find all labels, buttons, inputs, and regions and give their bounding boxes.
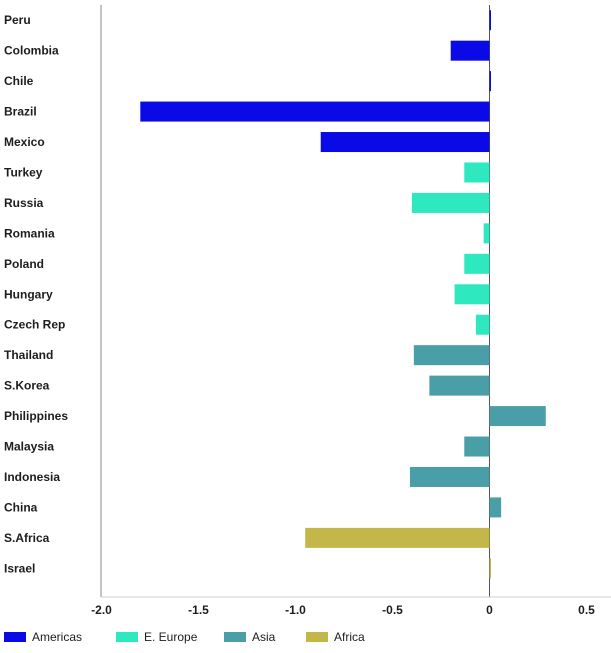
- x-tick-label: 0.5: [578, 603, 595, 617]
- bar: [450, 40, 490, 61]
- bar: [413, 345, 490, 366]
- bar: [489, 10, 491, 31]
- bar: [464, 253, 490, 274]
- category-label: Poland: [4, 257, 44, 271]
- category-label: Indonesia: [4, 470, 60, 484]
- category-label: Peru: [4, 13, 31, 27]
- category-label: Mexico: [4, 135, 45, 149]
- x-tick-label: -1.0: [285, 603, 306, 617]
- category-label: S.Korea: [4, 379, 50, 393]
- category-label: Israel: [4, 561, 35, 575]
- legend-label: E. Europe: [144, 630, 198, 644]
- bar: [429, 375, 490, 396]
- bar: [475, 314, 490, 335]
- legend-swatch: [4, 632, 26, 642]
- x-tick-label: -0.5: [382, 603, 403, 617]
- bar: [411, 192, 490, 213]
- legend-swatch: [224, 632, 246, 642]
- category-label: Hungary: [4, 287, 53, 301]
- category-label: Colombia: [4, 44, 59, 58]
- bar: [305, 527, 490, 548]
- bar: [489, 406, 546, 427]
- bar: [140, 101, 490, 122]
- legend-label: Americas: [32, 630, 82, 644]
- bar: [483, 223, 490, 244]
- bar: [320, 132, 490, 153]
- category-label: Turkey: [4, 165, 43, 179]
- category-label: China: [4, 500, 38, 514]
- category-label: Philippines: [4, 409, 68, 423]
- category-label: Brazil: [4, 105, 37, 119]
- bar: [454, 284, 490, 305]
- bar: [409, 466, 490, 487]
- bar: [489, 497, 502, 518]
- x-tick-label: -2.0: [91, 603, 112, 617]
- x-tick-label: -1.5: [188, 603, 209, 617]
- category-label: S.Africa: [4, 531, 50, 545]
- legend-swatch: [116, 632, 138, 642]
- category-label: Chile: [4, 74, 34, 88]
- category-label: Czech Rep: [4, 318, 65, 332]
- bar: [464, 162, 490, 183]
- legend-label: Asia: [252, 630, 276, 644]
- legend-label: Africa: [334, 630, 365, 644]
- legend-swatch: [306, 632, 328, 642]
- category-label: Thailand: [4, 348, 53, 362]
- bar: [489, 71, 491, 92]
- category-label: Russia: [4, 196, 44, 210]
- category-label: Romania: [4, 226, 55, 240]
- bar: [464, 436, 490, 457]
- x-tick-label: 0: [486, 603, 493, 617]
- bar: [489, 558, 491, 579]
- category-label: Malaysia: [4, 440, 54, 454]
